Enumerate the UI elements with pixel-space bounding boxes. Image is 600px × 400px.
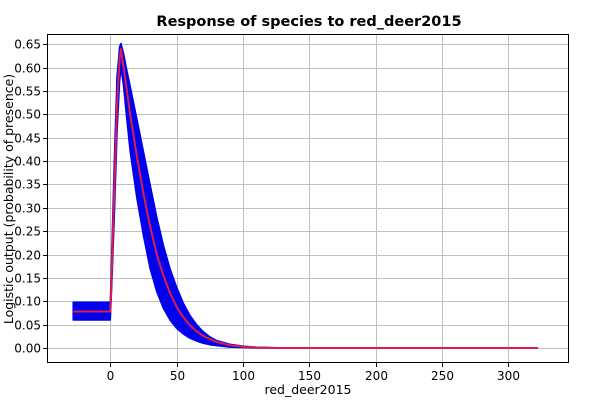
x-tick-label: 200 — [365, 369, 388, 383]
y-tick-label: 0.20 — [14, 249, 41, 263]
x-tick-label: 50 — [170, 369, 185, 383]
band-area — [72, 42, 539, 349]
y-axis-ticks: 0.00 0.05 0.10 0.15 0.20 0.25 0.30 0.35 0.40 0.45… — [14, 38, 48, 356]
x-tick-label: 0 — [107, 369, 115, 383]
y-tick-label: 0.10 — [14, 295, 41, 309]
y-axis-label: Logistic output (probability of presence… — [1, 74, 16, 324]
y-tick-label: 0.30 — [14, 202, 41, 216]
y-tick-label: 0.65 — [14, 38, 41, 52]
chart-title: Response of species to red_deer2015 — [156, 14, 461, 30]
y-tick-label: 0.15 — [14, 272, 41, 286]
x-tick-label: 100 — [232, 369, 255, 383]
x-tick-label: 250 — [431, 369, 454, 383]
y-tick-label: 0.40 — [14, 155, 41, 169]
y-tick-label: 0.00 — [14, 342, 41, 356]
x-axis-ticks: 0 50 100 150 200 250 300 — [107, 362, 520, 383]
x-axis-label: red_deer2015 — [264, 382, 351, 397]
y-tick-label: 0.05 — [14, 319, 41, 333]
y-tick-label: 0.25 — [14, 225, 41, 239]
x-tick-label: 300 — [497, 369, 520, 383]
y-tick-label: 0.60 — [14, 62, 41, 76]
mean-curve — [73, 48, 538, 349]
y-tick-label: 0.55 — [14, 85, 41, 99]
y-tick-label: 0.45 — [14, 132, 41, 146]
plot-frame — [47, 34, 569, 363]
mean-line — [73, 48, 538, 349]
grid-lines — [48, 35, 568, 362]
x-tick-label: 150 — [298, 369, 321, 383]
y-tick-label: 0.50 — [14, 108, 41, 122]
confidence-band — [72, 42, 539, 349]
y-tick-label: 0.35 — [14, 178, 41, 192]
